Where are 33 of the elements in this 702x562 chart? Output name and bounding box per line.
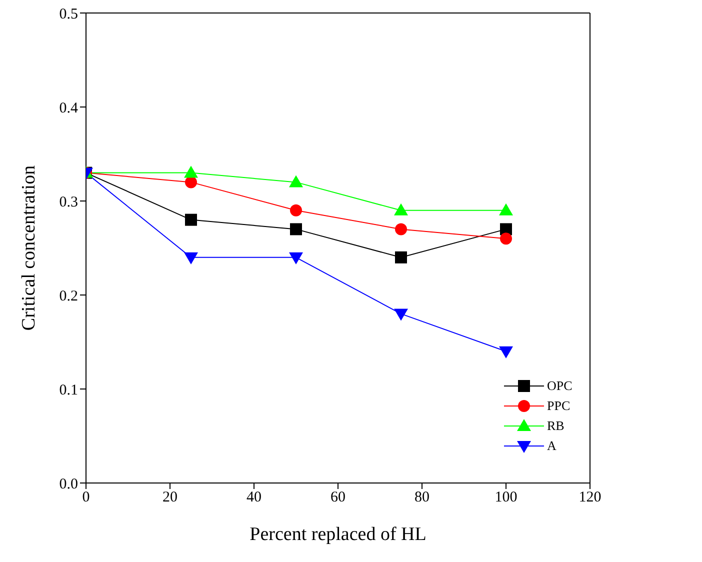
- point: [499, 346, 513, 358]
- x-tick-label: 100: [494, 490, 518, 506]
- y-tick-label: 0.5: [59, 6, 78, 22]
- legend-label: RB: [547, 418, 564, 434]
- x-tick-label: 40: [246, 490, 262, 506]
- point: [290, 204, 302, 216]
- x-axis-title: Percent replaced of HL: [250, 524, 426, 545]
- point: [184, 166, 198, 178]
- point: [185, 214, 197, 226]
- y-tick-label: 0.3: [59, 194, 78, 210]
- point: [499, 203, 513, 216]
- x-tick-label: 20: [162, 490, 178, 506]
- point: [289, 175, 303, 188]
- point: [289, 252, 303, 264]
- point: [290, 223, 302, 236]
- x-tick-label: 0: [82, 490, 90, 506]
- legend-label: A: [547, 438, 556, 454]
- x-tick-label: 60: [330, 490, 346, 506]
- point: [500, 232, 512, 245]
- point: [394, 308, 408, 321]
- x-tick-label: 120: [578, 490, 602, 506]
- point: [395, 223, 407, 236]
- y-tick-label: 0.1: [59, 382, 78, 398]
- y-tick-label: 0.4: [59, 100, 78, 116]
- y-axis-title: Critical concentration: [18, 164, 40, 331]
- y-tick-label: 0.0: [59, 476, 78, 492]
- point: [394, 203, 408, 216]
- point: [184, 252, 198, 264]
- legend-label: OPC: [547, 378, 572, 394]
- y-tick-label: 0.2: [59, 288, 78, 304]
- legend-label: PPC: [547, 398, 570, 414]
- point: [395, 251, 407, 264]
- x-tick-label: 80: [414, 490, 430, 506]
